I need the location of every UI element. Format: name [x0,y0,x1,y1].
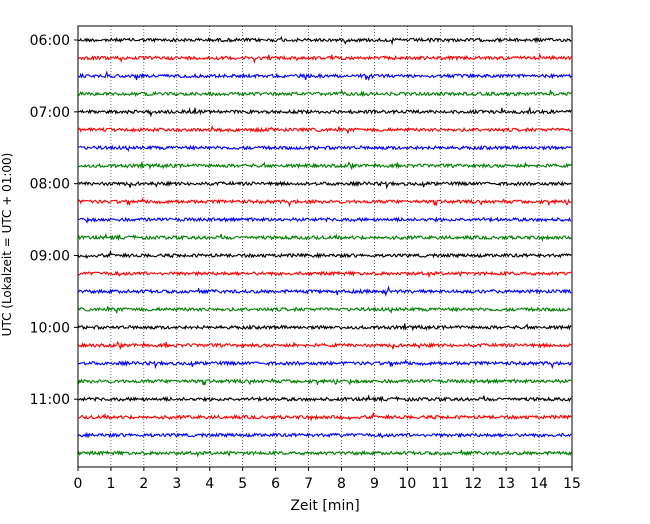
seismic-trace [77,270,572,278]
seismic-trace [77,106,572,118]
seismic-trace [77,216,572,224]
x-tick-label: 11 [431,476,449,492]
y-tick-label: 06:00 [30,33,70,49]
x-tick-label: 13 [497,476,515,492]
seismic-trace [77,285,572,298]
seismic-trace [77,394,572,403]
seismic-trace [77,70,572,82]
x-tick-label: 15 [563,476,581,492]
x-tick-label: 9 [370,476,379,492]
seismic-trace [77,340,572,350]
x-tick-label: 12 [464,476,482,492]
traces [77,35,572,458]
seismic-trace [77,180,572,190]
seismic-trace [77,88,572,98]
seismic-trace [77,197,572,208]
x-tick-label: 5 [238,476,247,492]
y-tick-label: 10:00 [30,320,70,336]
seismic-trace [77,449,572,458]
seismic-trace [77,54,572,64]
seismic-trace [77,161,572,171]
y-tick-label: 07:00 [30,105,70,121]
seismic-trace [77,377,572,386]
y-tick-label: 08:00 [30,177,70,193]
seismic-trace [77,411,572,422]
x-axis-title: Zeit [min] [290,498,359,514]
y-axis-title: UTC (Lokalzeit = UTC + 01:00) [0,153,14,337]
vertical-grid [110,26,540,467]
x-tick-label: 7 [304,476,313,492]
x-tick-label: 1 [106,476,115,492]
seismic-trace [77,35,572,46]
x-tick-label: 10 [398,476,416,492]
seismic-trace [77,431,572,439]
x-tick-label: 3 [172,476,181,492]
seismic-trace [77,124,572,134]
y-tick-label: 09:00 [30,249,70,265]
seismic-trace [77,249,572,260]
seismic-trace [77,144,572,153]
y-tick-label: 11:00 [30,392,70,408]
seismic-trace [77,306,572,314]
seismic-trace [77,359,572,370]
x-tick-label: 0 [74,476,83,492]
x-tick-label: 2 [139,476,148,492]
seismic-trace [77,323,572,332]
x-tick-label: 8 [337,476,346,492]
x-tick-label: 6 [271,476,280,492]
seismic-trace [77,232,572,243]
y-axis-ticks: 06:00 07:00 08:00 09:00 10:00 11:00 [30,33,78,408]
plot-frame [77,25,573,468]
x-tick-label: 4 [205,476,214,492]
x-tick-label: 14 [530,476,548,492]
x-axis-ticks: 0 1 2 3 4 5 6 7 8 9 10 11 12 13 14 15 [74,467,581,492]
